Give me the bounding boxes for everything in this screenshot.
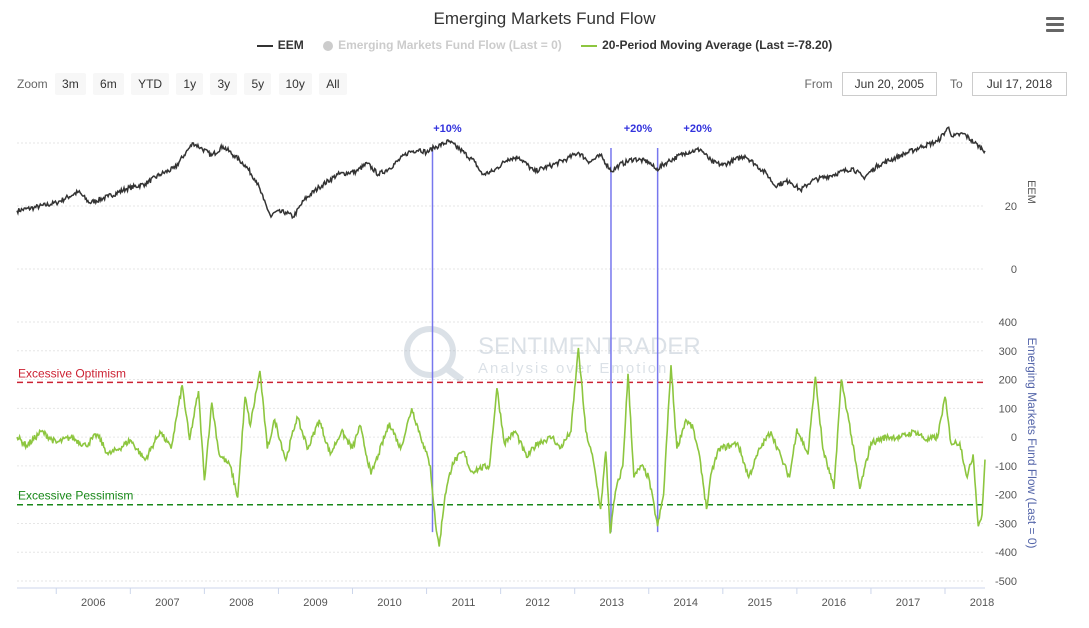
legend-label: Emerging Markets Fund Flow (Last = 0) (338, 38, 562, 52)
x-tick-label: 2013 (599, 597, 623, 609)
zoom-1y-button[interactable]: 1y (176, 73, 204, 95)
lower-tick-label: -200 (995, 490, 1017, 502)
lower-tick-label: 200 (999, 375, 1017, 387)
legend-label: 20-Period Moving Average (Last =-78.20) (602, 38, 833, 52)
zoom-10y-button[interactable]: 10y (278, 73, 312, 95)
to-date-input[interactable]: Jul 17, 2018 (972, 72, 1067, 96)
to-label: To (949, 77, 963, 91)
zoom-label: Zoom (17, 77, 48, 91)
x-tick-label: 2014 (674, 597, 698, 609)
upper-tick-label: 20 (1005, 201, 1017, 213)
annotation-label: +20% (624, 123, 653, 135)
watermark-logo-handle (443, 365, 465, 383)
moving-average-series-line (16, 347, 986, 547)
lower-tick-label: -100 (995, 461, 1017, 473)
lower-tick-label: -300 (995, 518, 1017, 530)
x-tick-label: 2012 (525, 597, 549, 609)
x-tick-label: 2015 (748, 597, 772, 609)
zoom-3m-button[interactable]: 3m (55, 73, 86, 95)
upper-tick-label: 0 (1011, 264, 1017, 276)
legend: EEM Emerging Markets Fund Flow (Last = 0… (0, 38, 1089, 52)
watermark-logo-icon (404, 326, 456, 378)
x-tick-label: 2011 (452, 597, 476, 609)
date-range: From Jun 20, 2005 To Jul 17, 2018 (804, 72, 1067, 96)
lower-tick-label: 300 (999, 346, 1017, 358)
watermark-name: SENTIMENTRADER (478, 333, 701, 360)
lower-tick-label: -500 (995, 576, 1017, 588)
x-tick-label: 2017 (896, 597, 920, 609)
zoom-6m-button[interactable]: 6m (93, 73, 124, 95)
x-tick-label: 2018 (970, 597, 994, 609)
lower-tick-label: 400 (999, 317, 1017, 329)
lower-tick-label: 0 (1011, 432, 1017, 444)
from-date-input[interactable]: Jun 20, 2005 (841, 72, 937, 96)
legend-item-fund-flow[interactable]: Emerging Markets Fund Flow (Last = 0) (323, 38, 562, 52)
legend-label: EEM (277, 38, 304, 52)
lower-axis-label: Emerging Markets Fund Flow (Last = 0) (1025, 337, 1039, 548)
x-tick-label: 2009 (303, 597, 327, 609)
x-tick-label: 2007 (155, 597, 179, 609)
lower-tick-label: -400 (995, 547, 1017, 559)
x-tick-label: 2016 (822, 597, 846, 609)
watermark: SENTIMENTRADER Analysis over Emotion (404, 326, 701, 383)
reference-line-label: Excessive Optimism (18, 366, 126, 380)
annotation-label: +20% (683, 123, 712, 135)
zoom-ytd-button[interactable]: YTD (131, 73, 170, 95)
x-tick-label: 2008 (229, 597, 253, 609)
zoom-5y-button[interactable]: 5y (244, 73, 272, 95)
upper-axis-label: EEM (1025, 180, 1037, 204)
lower-tick-label: 100 (999, 403, 1017, 415)
legend-item-eem[interactable]: EEM (256, 38, 304, 52)
legend-item-moving-average[interactable]: 20-Period Moving Average (Last =-78.20) (581, 38, 832, 52)
zoom-all-button[interactable]: All (319, 73, 347, 95)
eem-series-line (16, 126, 986, 220)
hamburger-menu-icon[interactable] (1046, 17, 1064, 32)
reference-line-label: Excessive Pessimism (18, 489, 133, 503)
chart-title: Emerging Markets Fund Flow (433, 9, 656, 28)
from-label: From (804, 77, 833, 91)
x-tick-label: 2010 (377, 597, 401, 609)
x-tick-label: 2006 (81, 597, 105, 609)
annotation-label: +10% (433, 123, 462, 135)
zoom-3y-button[interactable]: 3y (210, 73, 238, 95)
watermark-tagline: Analysis over Emotion (478, 360, 668, 377)
zoom-controls: Zoom 3m 6m YTD 1y 3y 5y 10y All (17, 73, 351, 95)
